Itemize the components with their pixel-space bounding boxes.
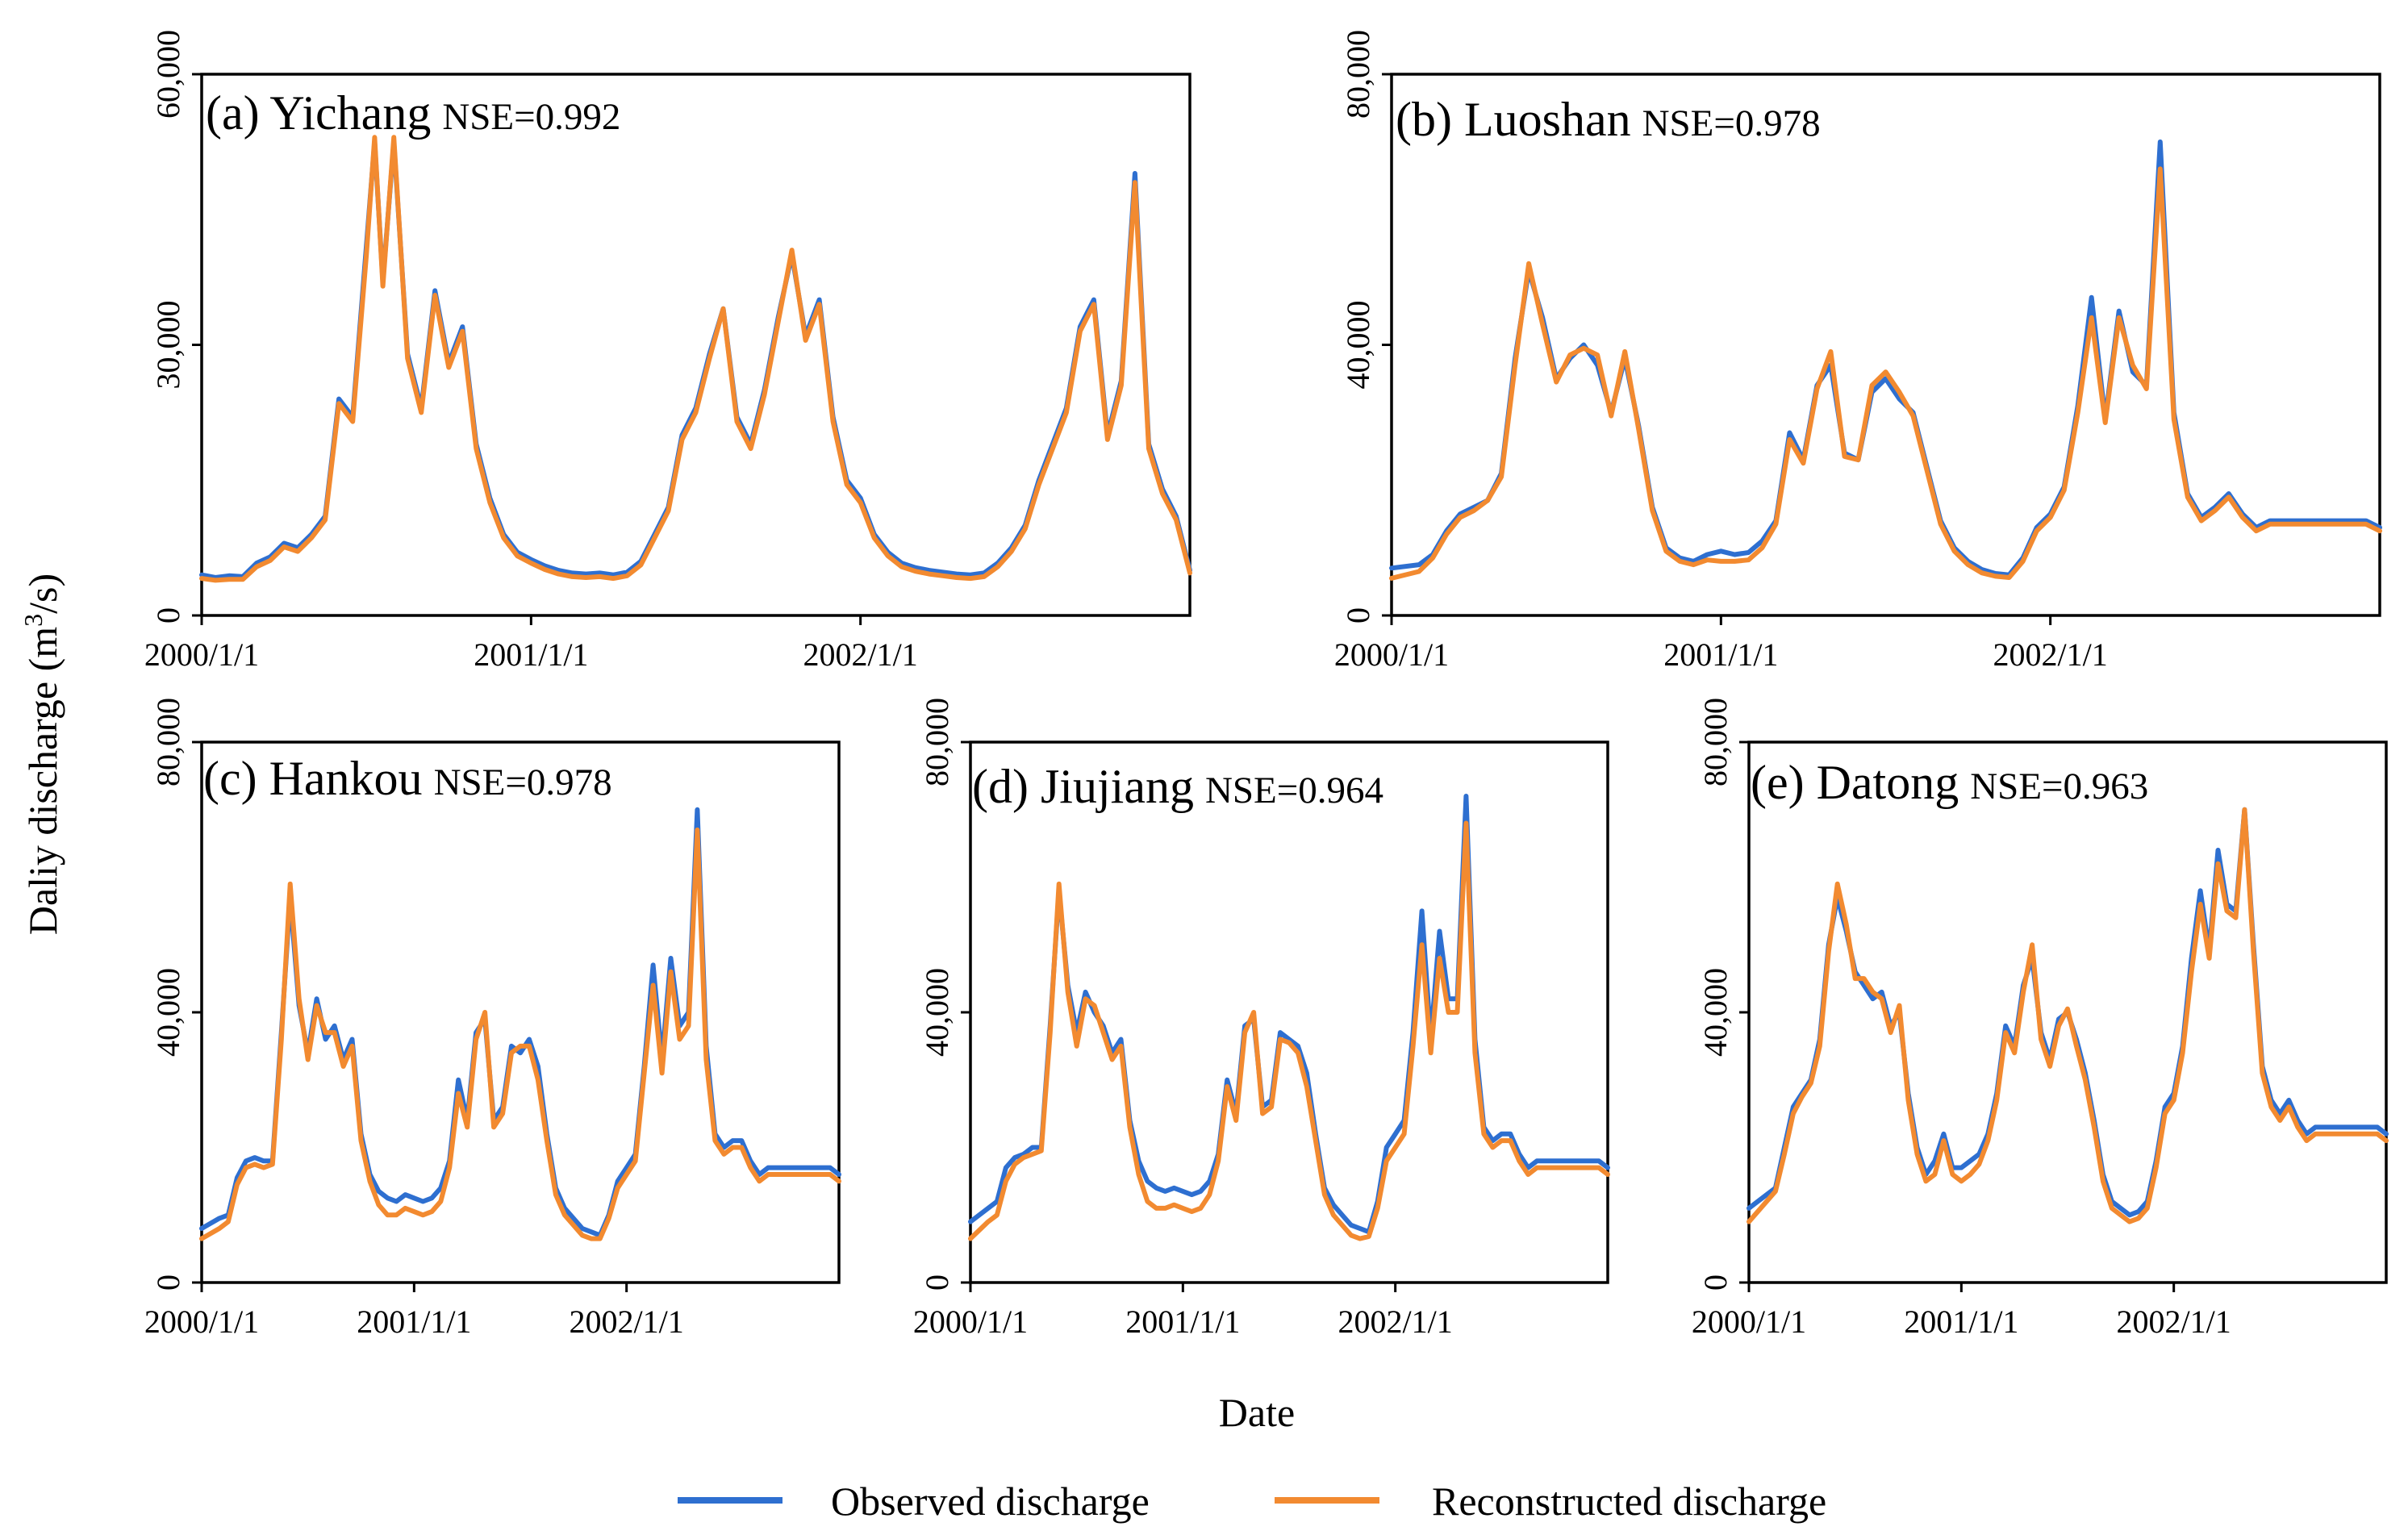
plot-frame [969, 740, 1609, 1284]
y-tick-label: 40,000 [919, 968, 955, 1057]
x-axis-title: Date [1219, 1390, 1295, 1435]
y-tick-label: 0 [150, 1274, 186, 1291]
x-tick-label: 2001/1/1 [357, 1303, 471, 1340]
plot-frame [1390, 73, 2381, 617]
panel-jiujiang: 0 40,000 80,000 2000/1/1 2001/1/1 2002/1/1 (d… [913, 698, 1610, 1340]
reconstructed-series-line [1389, 166, 2382, 581]
reconstructed-series-line [199, 135, 1192, 583]
observed-series-line [1389, 139, 2382, 578]
observed-series-line [199, 807, 841, 1238]
series-lines [1389, 139, 2382, 581]
axis-ticks: 0 40,000 80,000 2000/1/1 2001/1/1 2002/1/1 [144, 698, 684, 1340]
y-tick-label: 30,000 [150, 301, 186, 390]
x-tick-label: 2002/1/1 [1338, 1303, 1453, 1340]
y-tick-label: 80,000 [1340, 30, 1376, 119]
x-tick-label: 2002/1/1 [2117, 1303, 2231, 1340]
axis-ticks: 0 40,000 80,000 2000/1/1 2001/1/1 2002/1/1 [1334, 30, 2108, 673]
x-tick-label: 2000/1/1 [1334, 636, 1449, 673]
panel-title: (e) Datong NSE=0.963 [1751, 756, 2148, 809]
reconstructed-series-line [968, 820, 1610, 1241]
x-tick-label: 2001/1/1 [1663, 636, 1778, 673]
y-axis-title: Daliy discharge (m3/s) [19, 574, 65, 935]
x-tick-label: 2000/1/1 [144, 636, 259, 673]
observed-series-line [199, 139, 1192, 580]
y-tick-label: 40,000 [1340, 301, 1376, 390]
series-lines [1747, 807, 2389, 1224]
y-tick-label: 80,000 [1697, 698, 1734, 786]
legend-label-observed: Observed discharge [831, 1479, 1150, 1524]
legend-label-reconstructed: Reconstructed discharge [1432, 1479, 1826, 1524]
series-lines [199, 807, 841, 1241]
panel-title: (c) Hankou NSE=0.978 [203, 752, 612, 805]
series-lines [968, 794, 1610, 1241]
y-tick-label: 40,000 [150, 968, 186, 1057]
y-tick-label: 60,000 [150, 30, 186, 119]
x-tick-label: 2002/1/1 [803, 636, 918, 673]
panel-luoshan: 0 40,000 80,000 2000/1/1 2001/1/1 2002/1/1 (b… [1334, 30, 2382, 673]
axis-ticks: 0 30,000 60,000 2000/1/1 2001/1/1 2002/1/1 [144, 30, 918, 673]
legend: Observed discharge Reconstructed dischar… [678, 1479, 1826, 1524]
y-tick-label: 0 [1340, 607, 1376, 624]
plot-frame [200, 73, 1191, 617]
y-tick-label: 80,000 [150, 698, 186, 786]
x-tick-label: 2000/1/1 [1692, 1303, 1806, 1340]
plot-frame [200, 740, 841, 1284]
x-tick-label: 2000/1/1 [144, 1303, 259, 1340]
panel-yichang: 0 30,000 60,000 2000/1/1 2001/1/1 2002/1/1 (a… [144, 30, 1192, 673]
x-tick-label: 2002/1/1 [570, 1303, 684, 1340]
x-tick-label: 2000/1/1 [913, 1303, 1028, 1340]
x-tick-label: 2001/1/1 [474, 636, 588, 673]
reconstructed-series-line [1747, 807, 2389, 1224]
panel-title: (d) Jiujiang NSE=0.964 [972, 760, 1383, 813]
axis-ticks: 0 40,000 80,000 2000/1/1 2001/1/1 2002/1/1 [913, 698, 1453, 1340]
x-tick-label: 2002/1/1 [1993, 636, 2108, 673]
reconstructed-series-line [199, 827, 841, 1241]
panel-datong: 0 40,000 80,000 2000/1/1 2001/1/1 2002/1/1 (e… [1692, 698, 2389, 1340]
x-tick-label: 2001/1/1 [1904, 1303, 2018, 1340]
panel-title: (b) Luoshan NSE=0.978 [1396, 93, 1821, 146]
y-tick-label: 40,000 [1697, 968, 1734, 1057]
y-tick-label: 80,000 [919, 698, 955, 786]
y-tick-label: 0 [1697, 1274, 1734, 1291]
x-tick-label: 2001/1/1 [1125, 1303, 1240, 1340]
series-lines [199, 135, 1192, 583]
y-tick-label: 0 [150, 607, 186, 624]
observed-series-line [968, 794, 1610, 1235]
panel-hankou: 0 40,000 80,000 2000/1/1 2001/1/1 2002/1/1 (c… [144, 698, 841, 1340]
y-tick-label: 0 [919, 1274, 955, 1291]
axis-ticks: 0 40,000 80,000 2000/1/1 2001/1/1 2002/1/1 [1692, 698, 2231, 1340]
panel-title: (a) Yichang NSE=0.992 [206, 86, 620, 140]
